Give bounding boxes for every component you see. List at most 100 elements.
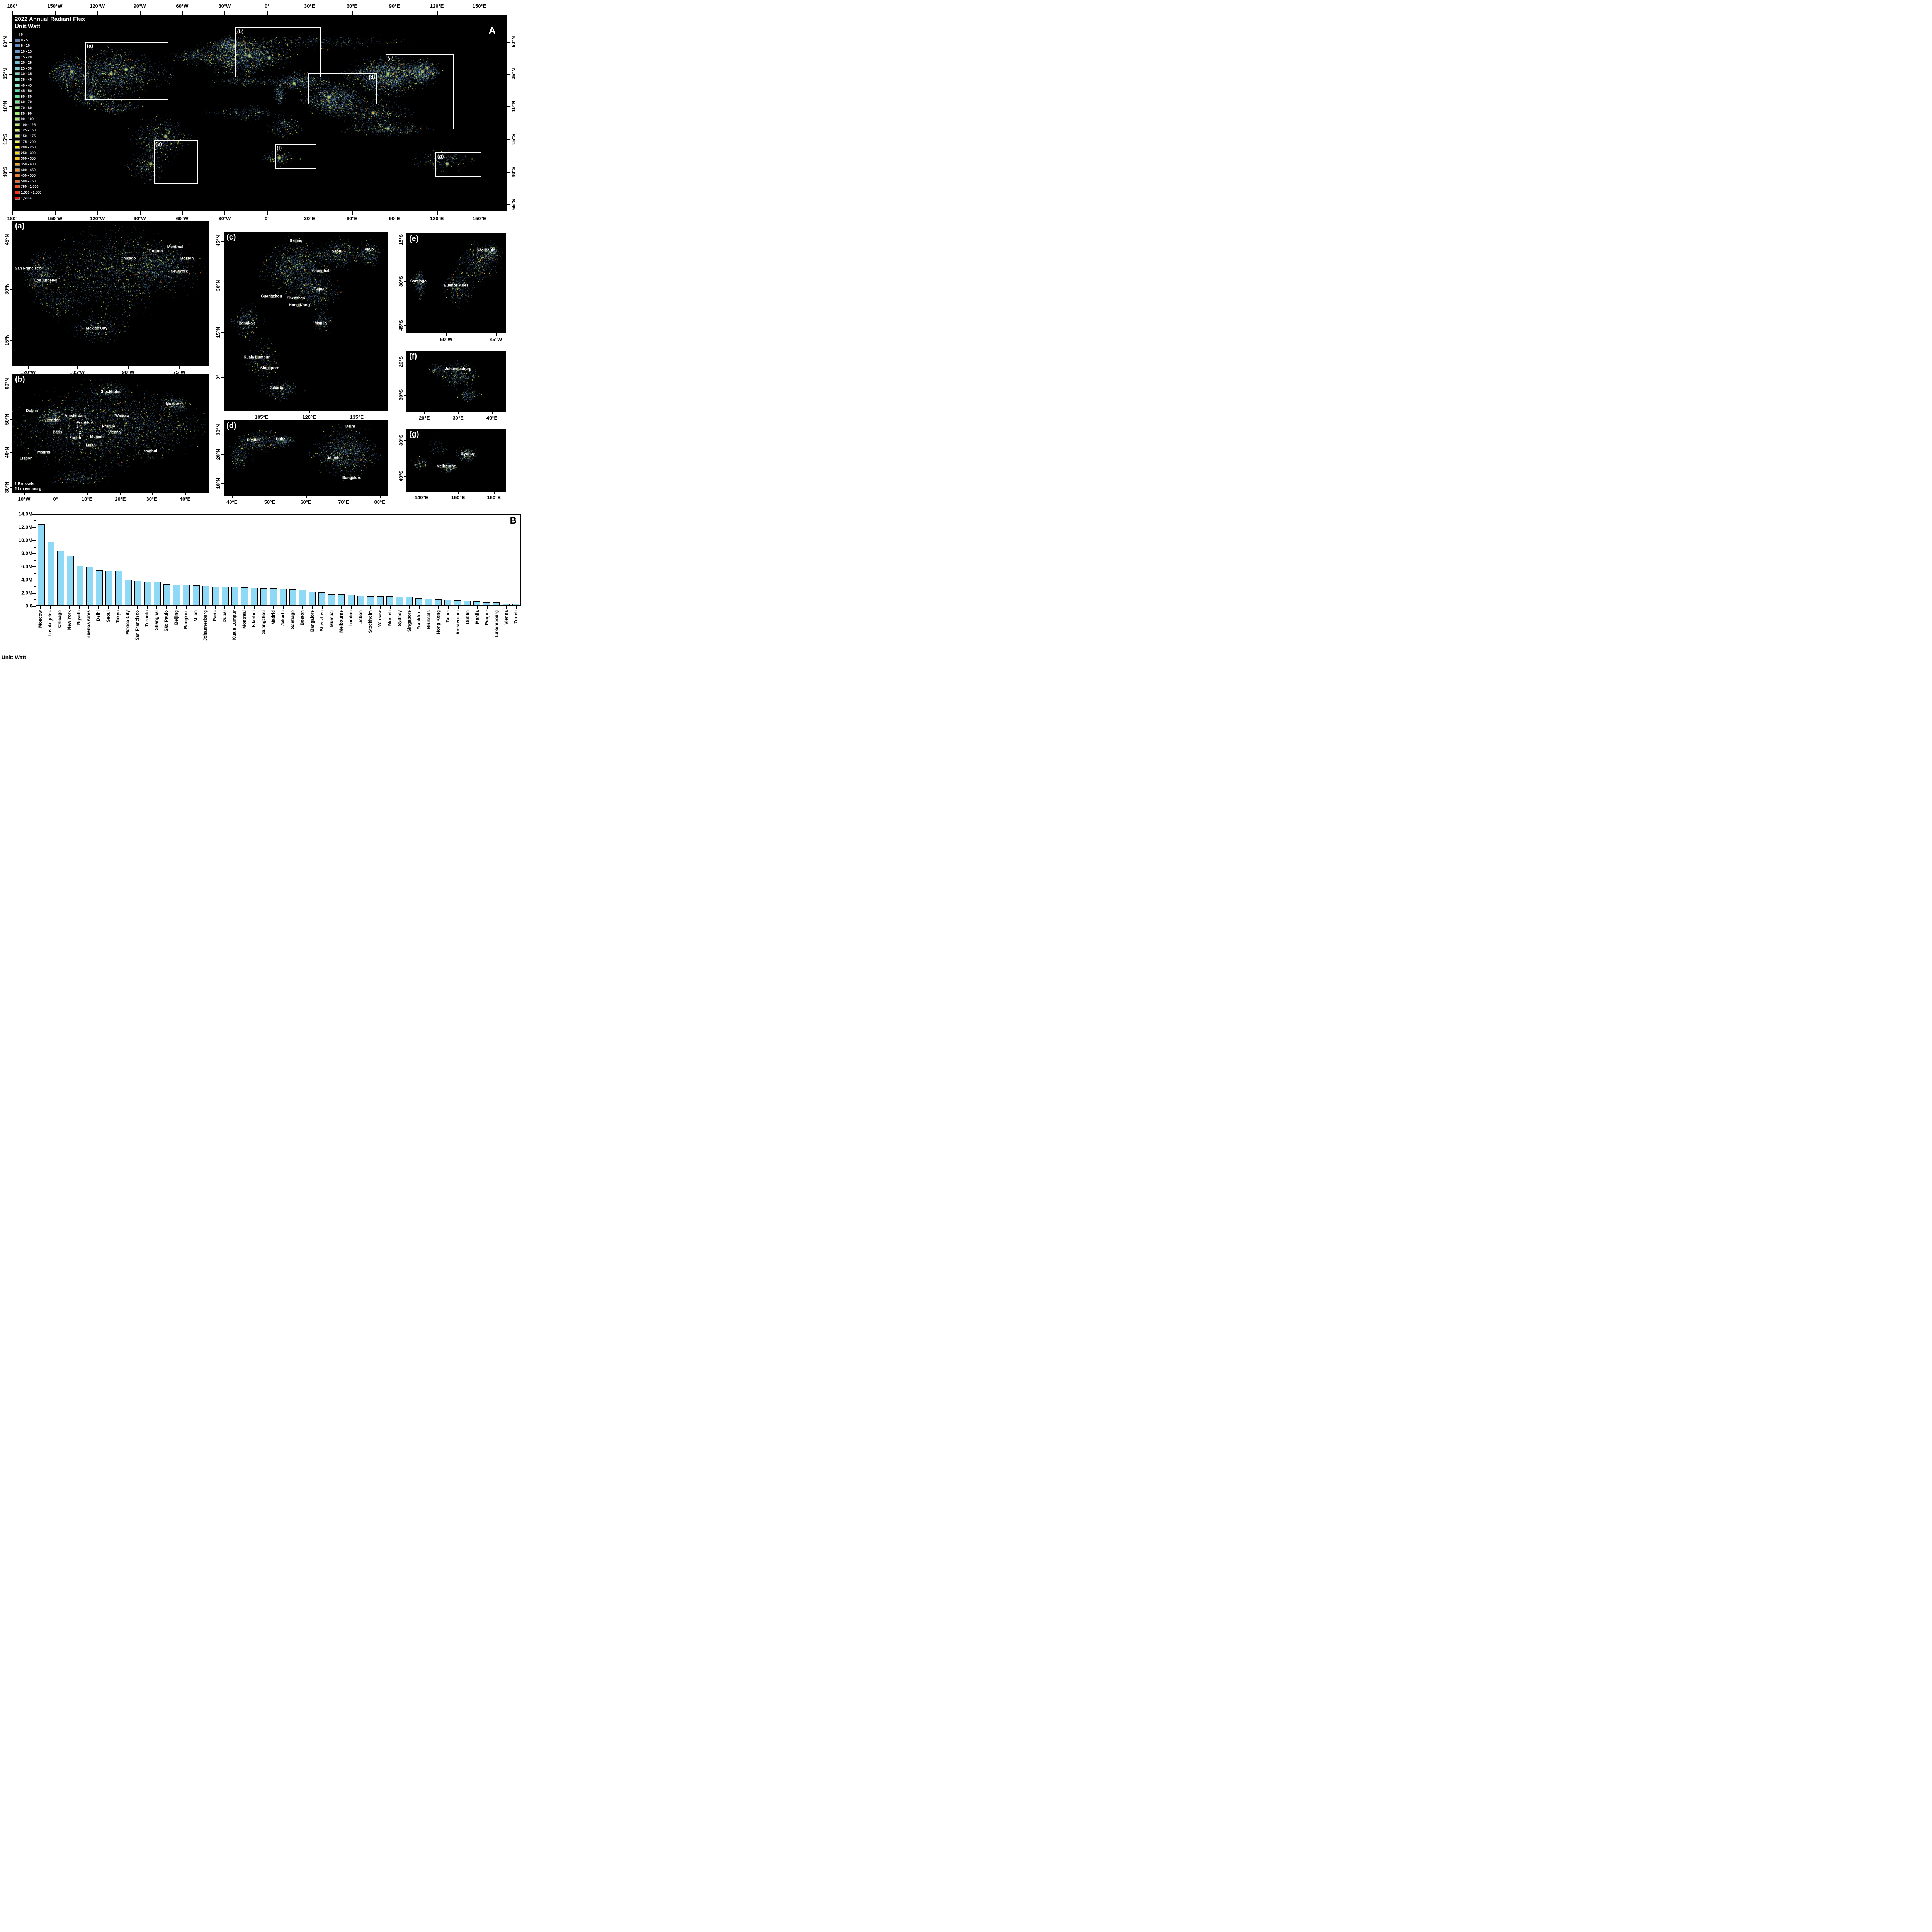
bar-chart-x-tick xyxy=(351,606,352,609)
bar xyxy=(125,580,132,605)
main-map-lat-tick xyxy=(9,42,12,43)
bar-chart-x-label-slot: Bangalore xyxy=(308,610,317,664)
city-label: Kuala Lumpur xyxy=(243,355,270,360)
inset-left-tick xyxy=(221,483,224,484)
bar xyxy=(512,604,519,605)
bar-slot xyxy=(298,515,308,605)
inset-bottom-tick xyxy=(492,412,493,414)
inset-left-axis-label-text: 45°N xyxy=(4,234,10,245)
bar-slot xyxy=(65,515,75,605)
bar-chart-x-label-slot: Vienna xyxy=(502,610,512,664)
bar-chart-y-tick-label: 0.0 xyxy=(25,603,32,609)
bar-slot xyxy=(211,515,220,605)
region-box-g: (g) xyxy=(435,152,481,177)
inset-d-bottom-axis-label: 80°E xyxy=(374,499,385,505)
inset-bottom-tick xyxy=(77,366,78,369)
bar xyxy=(163,584,171,605)
region-box-e: (e) xyxy=(153,139,198,184)
bar xyxy=(221,587,229,605)
bar-chart-x-label-slot: Taipei xyxy=(444,610,453,664)
main-map-lat-label: 35°N xyxy=(510,68,516,80)
inset-left-axis-label-text: 40°S xyxy=(398,470,404,481)
legend-swatch xyxy=(15,50,20,53)
bar-chart-plot: B xyxy=(36,514,521,606)
main-map-top-axis-label: 150°E xyxy=(472,3,486,9)
bar-chart-x-label-slot: San Francisco xyxy=(133,610,142,664)
inset-map-a-lights-canvas xyxy=(12,221,209,366)
bar-chart-x-tick-slot xyxy=(152,606,162,609)
bar-chart-x-tick xyxy=(506,606,507,609)
bar-chart-x-label: Stockholm xyxy=(368,610,373,633)
bar-chart-x-tick xyxy=(205,606,206,609)
bar xyxy=(425,599,432,605)
main-map-lat-tick xyxy=(9,139,12,140)
legend-label: 80 - 90 xyxy=(21,111,32,116)
bar-chart-x-tick xyxy=(283,606,284,609)
main-map-top-axis-label: 90°E xyxy=(389,3,400,9)
legend-swatch xyxy=(15,106,20,110)
bar-chart-x-label: Johannesburg xyxy=(203,610,208,641)
bar-chart-x-label: Manila xyxy=(475,610,480,624)
bar-chart-x-tick-slot xyxy=(444,606,453,609)
region-box-f: (f) xyxy=(275,144,316,169)
bar-chart-x-label-slot: Tokyo xyxy=(113,610,123,664)
inset-e-bottom-axis-label: 60°W xyxy=(440,337,452,342)
bar xyxy=(454,600,461,605)
bar xyxy=(76,566,83,605)
main-map-bottom-axis-label: 60°E xyxy=(346,216,358,221)
bar-chart-x-label-slot: Mexico City xyxy=(123,610,133,664)
bar-slot xyxy=(414,515,423,605)
legend-label: 50 - 60 xyxy=(21,94,32,99)
main-map-lat-label-text: 35°N xyxy=(2,68,8,80)
inset-a-bottom-axis-label: 90°W xyxy=(122,369,134,375)
bar-chart-x-tick-slot xyxy=(113,606,123,609)
main-map-bottom-tick xyxy=(97,211,98,215)
bar-chart-y-major-tick xyxy=(32,553,36,554)
city-label: Vienna xyxy=(108,430,121,435)
bar-chart-x-label: Boston xyxy=(300,610,305,626)
bar-chart-x-tick-slot xyxy=(45,606,55,609)
inset-label-a: (a) xyxy=(15,222,25,230)
inset-b-bottom-axis-label: 20°E xyxy=(115,496,126,502)
legend-swatch xyxy=(15,179,20,183)
main-map-bottom-axis-label: 60°W xyxy=(176,216,189,221)
main-map-top-tick xyxy=(182,11,183,15)
main-map-lat-label-text: 40°S xyxy=(2,166,8,178)
legend-swatch xyxy=(15,89,20,93)
legend-label: 100 - 125 xyxy=(21,122,36,127)
main-map-lat-label: 15°S xyxy=(510,134,516,145)
region-box-label: (d) xyxy=(369,74,375,80)
main-map-lat-tick xyxy=(507,74,510,75)
legend-entry: 150 - 175 xyxy=(15,133,41,139)
bar-chart-x-label: Dubai xyxy=(223,610,228,622)
bar-slot xyxy=(443,515,453,605)
inset-left-axis-label-text: 50°N xyxy=(4,413,10,425)
inset-d-left-axis-label: 10°N xyxy=(215,478,221,489)
bar-chart-x-label-slot: Johannesburg xyxy=(201,610,210,664)
region-box-label: (f) xyxy=(277,145,282,151)
inset-left-tick xyxy=(404,440,406,441)
legend-swatch xyxy=(15,78,20,82)
bar-chart-x-label-slot: Warsaw xyxy=(376,610,385,664)
inset-left-axis-label-text: 45°N xyxy=(215,235,221,247)
inset-left-tick xyxy=(10,452,12,454)
bar xyxy=(309,591,316,605)
bar-slot xyxy=(182,515,191,605)
legend-entry: 0 - 5 xyxy=(15,37,41,43)
bar-chart-x-tick-slot xyxy=(366,606,376,609)
bar-chart-x-label-slot: Jakarta xyxy=(279,610,288,664)
inset-a-left-axis-label: 45°N xyxy=(4,234,10,245)
legend-swatch xyxy=(15,190,20,194)
bar-chart-x-label-slot: Mumbai xyxy=(327,610,337,664)
legend-entry: 500 - 750 xyxy=(15,178,41,184)
main-map-top-axis-label: 30°E xyxy=(304,3,315,9)
region-box-d: (d) xyxy=(308,73,377,104)
bar-slot xyxy=(434,515,443,605)
bar-slot xyxy=(172,515,182,605)
city-label: Bangkok xyxy=(238,321,255,326)
bar-chart-x-tick xyxy=(137,606,138,609)
inset-label-f: (f) xyxy=(409,352,417,361)
main-map-lat-label: 60°N xyxy=(510,36,516,48)
main-map-lat-label-text: 15°S xyxy=(2,133,8,145)
